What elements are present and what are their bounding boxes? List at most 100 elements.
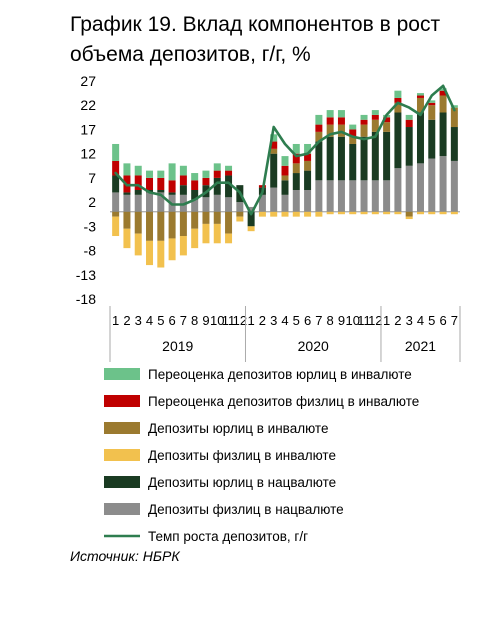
bar-corp_fx bbox=[157, 211, 165, 241]
bar-ind_kzt bbox=[157, 192, 165, 212]
bar-corp_fx bbox=[360, 124, 368, 137]
bar-fx_corp_reval bbox=[326, 110, 334, 118]
bar-fx_ind_reval bbox=[326, 117, 334, 125]
bar-fx_ind_reval bbox=[439, 90, 447, 96]
bar-corp_kzt bbox=[270, 153, 278, 188]
bar-corp_fx bbox=[383, 122, 391, 132]
bar-ind_fx bbox=[168, 238, 176, 261]
bar-corp_kzt bbox=[213, 177, 221, 195]
bar-fx_ind_reval bbox=[213, 170, 221, 178]
bar-ind_fx bbox=[112, 216, 120, 237]
bar-fx_corp_reval bbox=[371, 110, 379, 115]
bar-ind_kzt bbox=[258, 194, 266, 212]
bar-fx_corp_reval bbox=[123, 163, 131, 176]
bar-ind_fx bbox=[315, 211, 323, 217]
bar-fx_corp_reval bbox=[360, 114, 368, 120]
bar-ind_fx bbox=[123, 228, 131, 249]
bar-fx_corp_reval bbox=[428, 100, 436, 103]
legend-label-ind_fx: Депозиты физлиц в инвалюте bbox=[148, 448, 336, 463]
bar-corp_kzt bbox=[405, 127, 413, 166]
y-tick-label: -18 bbox=[76, 291, 96, 307]
legend-swatch-ind_fx bbox=[104, 449, 140, 461]
bar-ind_kzt bbox=[202, 197, 210, 212]
bar-fx_corp_reval bbox=[394, 90, 402, 98]
x-tick-label: 4 bbox=[281, 313, 288, 328]
bar-fx_ind_reval bbox=[383, 117, 391, 123]
x-tick-label: 5 bbox=[428, 313, 435, 328]
bar-corp_kzt bbox=[304, 170, 312, 190]
bar-fx_corp_reval bbox=[450, 105, 458, 108]
x-tick-label: 1 bbox=[383, 313, 390, 328]
chart-title-number: График 19. bbox=[70, 13, 177, 36]
x-tick-label: 9 bbox=[338, 313, 345, 328]
bar-fx_ind_reval bbox=[315, 124, 323, 132]
x-tick-label: 10 bbox=[210, 313, 224, 328]
bar-fx_ind_reval bbox=[428, 102, 436, 106]
x-tick-label: 2 bbox=[394, 313, 401, 328]
bar-ind_fx bbox=[439, 211, 447, 215]
year-label: 2021 bbox=[405, 338, 436, 354]
bar-corp_kzt bbox=[360, 136, 368, 181]
bar-ind_kzt bbox=[225, 197, 233, 212]
bar-fx_corp_reval bbox=[168, 163, 176, 181]
bars-layer bbox=[112, 88, 458, 268]
bar-ind_kzt bbox=[134, 194, 142, 212]
bar-corp_kzt bbox=[326, 136, 334, 181]
bar-corp_fx bbox=[428, 105, 436, 120]
bar-corp_kzt bbox=[168, 192, 176, 195]
x-tick-label: 3 bbox=[135, 313, 142, 328]
x-tick-label: 7 bbox=[451, 313, 458, 328]
bar-ind_kzt bbox=[383, 180, 391, 212]
bar-corp_fx bbox=[179, 211, 187, 237]
bar-fx_corp_reval bbox=[405, 114, 413, 120]
bar-fx_ind_reval bbox=[270, 141, 278, 149]
bar-corp_fx bbox=[416, 97, 424, 113]
bar-fx_corp_reval bbox=[304, 143, 312, 154]
bar-fx_corp_reval bbox=[179, 165, 187, 176]
y-tick-label: 7 bbox=[88, 170, 96, 186]
bar-corp_kzt bbox=[281, 180, 289, 195]
bar-ind_kzt bbox=[394, 168, 402, 212]
y-tick-label: -3 bbox=[84, 218, 97, 234]
bar-ind_kzt bbox=[112, 192, 120, 212]
bar-fx_corp_reval bbox=[270, 134, 278, 142]
bar-fx_ind_reval bbox=[371, 114, 379, 120]
bar-corp_fx bbox=[225, 211, 233, 234]
bar-ind_fx bbox=[213, 223, 221, 244]
x-tick-label: 11 bbox=[222, 313, 236, 328]
bar-corp_kzt bbox=[112, 175, 120, 193]
bar-ind_fx bbox=[236, 216, 244, 222]
bar-ind_fx bbox=[360, 211, 368, 215]
chart-title: График 19. Вклад компонентов в рост объе… bbox=[70, 10, 490, 70]
bar-ind_kzt bbox=[191, 199, 199, 212]
legend-label-corp_fx: Депозиты юрлиц в инвалюте bbox=[148, 421, 328, 436]
bar-corp_kzt bbox=[394, 112, 402, 169]
bar-corp_kzt bbox=[439, 112, 447, 157]
bar-corp_fx bbox=[292, 163, 300, 174]
y-tick-label: 27 bbox=[80, 73, 96, 89]
bar-corp_kzt bbox=[123, 192, 131, 195]
bar-ind_kzt bbox=[236, 202, 244, 212]
bar-ind_fx bbox=[405, 216, 413, 220]
bar-fx_ind_reval bbox=[112, 160, 120, 176]
bar-corp_kzt bbox=[450, 127, 458, 161]
bar-ind_kzt bbox=[292, 190, 300, 212]
bar-fx_corp_reval bbox=[191, 173, 199, 181]
bar-corp_fx bbox=[168, 211, 176, 239]
bar-fx_corp_reval bbox=[146, 170, 154, 178]
bar-fx_corp_reval bbox=[439, 88, 447, 91]
x-tick-label: 12 bbox=[233, 313, 247, 328]
bar-ind_fx bbox=[292, 211, 300, 217]
bar-corp_kzt bbox=[349, 143, 357, 181]
bar-ind_kzt bbox=[146, 192, 154, 212]
bar-corp_kzt bbox=[157, 190, 165, 193]
bar-corp_fx bbox=[281, 175, 289, 181]
bar-fx_ind_reval bbox=[179, 175, 187, 186]
bar-corp_kzt bbox=[292, 173, 300, 190]
bar-ind_fx bbox=[383, 211, 391, 215]
x-tick-label: 6 bbox=[168, 313, 175, 328]
bar-fx_ind_reval bbox=[157, 177, 165, 190]
bar-corp_kzt bbox=[247, 211, 255, 227]
